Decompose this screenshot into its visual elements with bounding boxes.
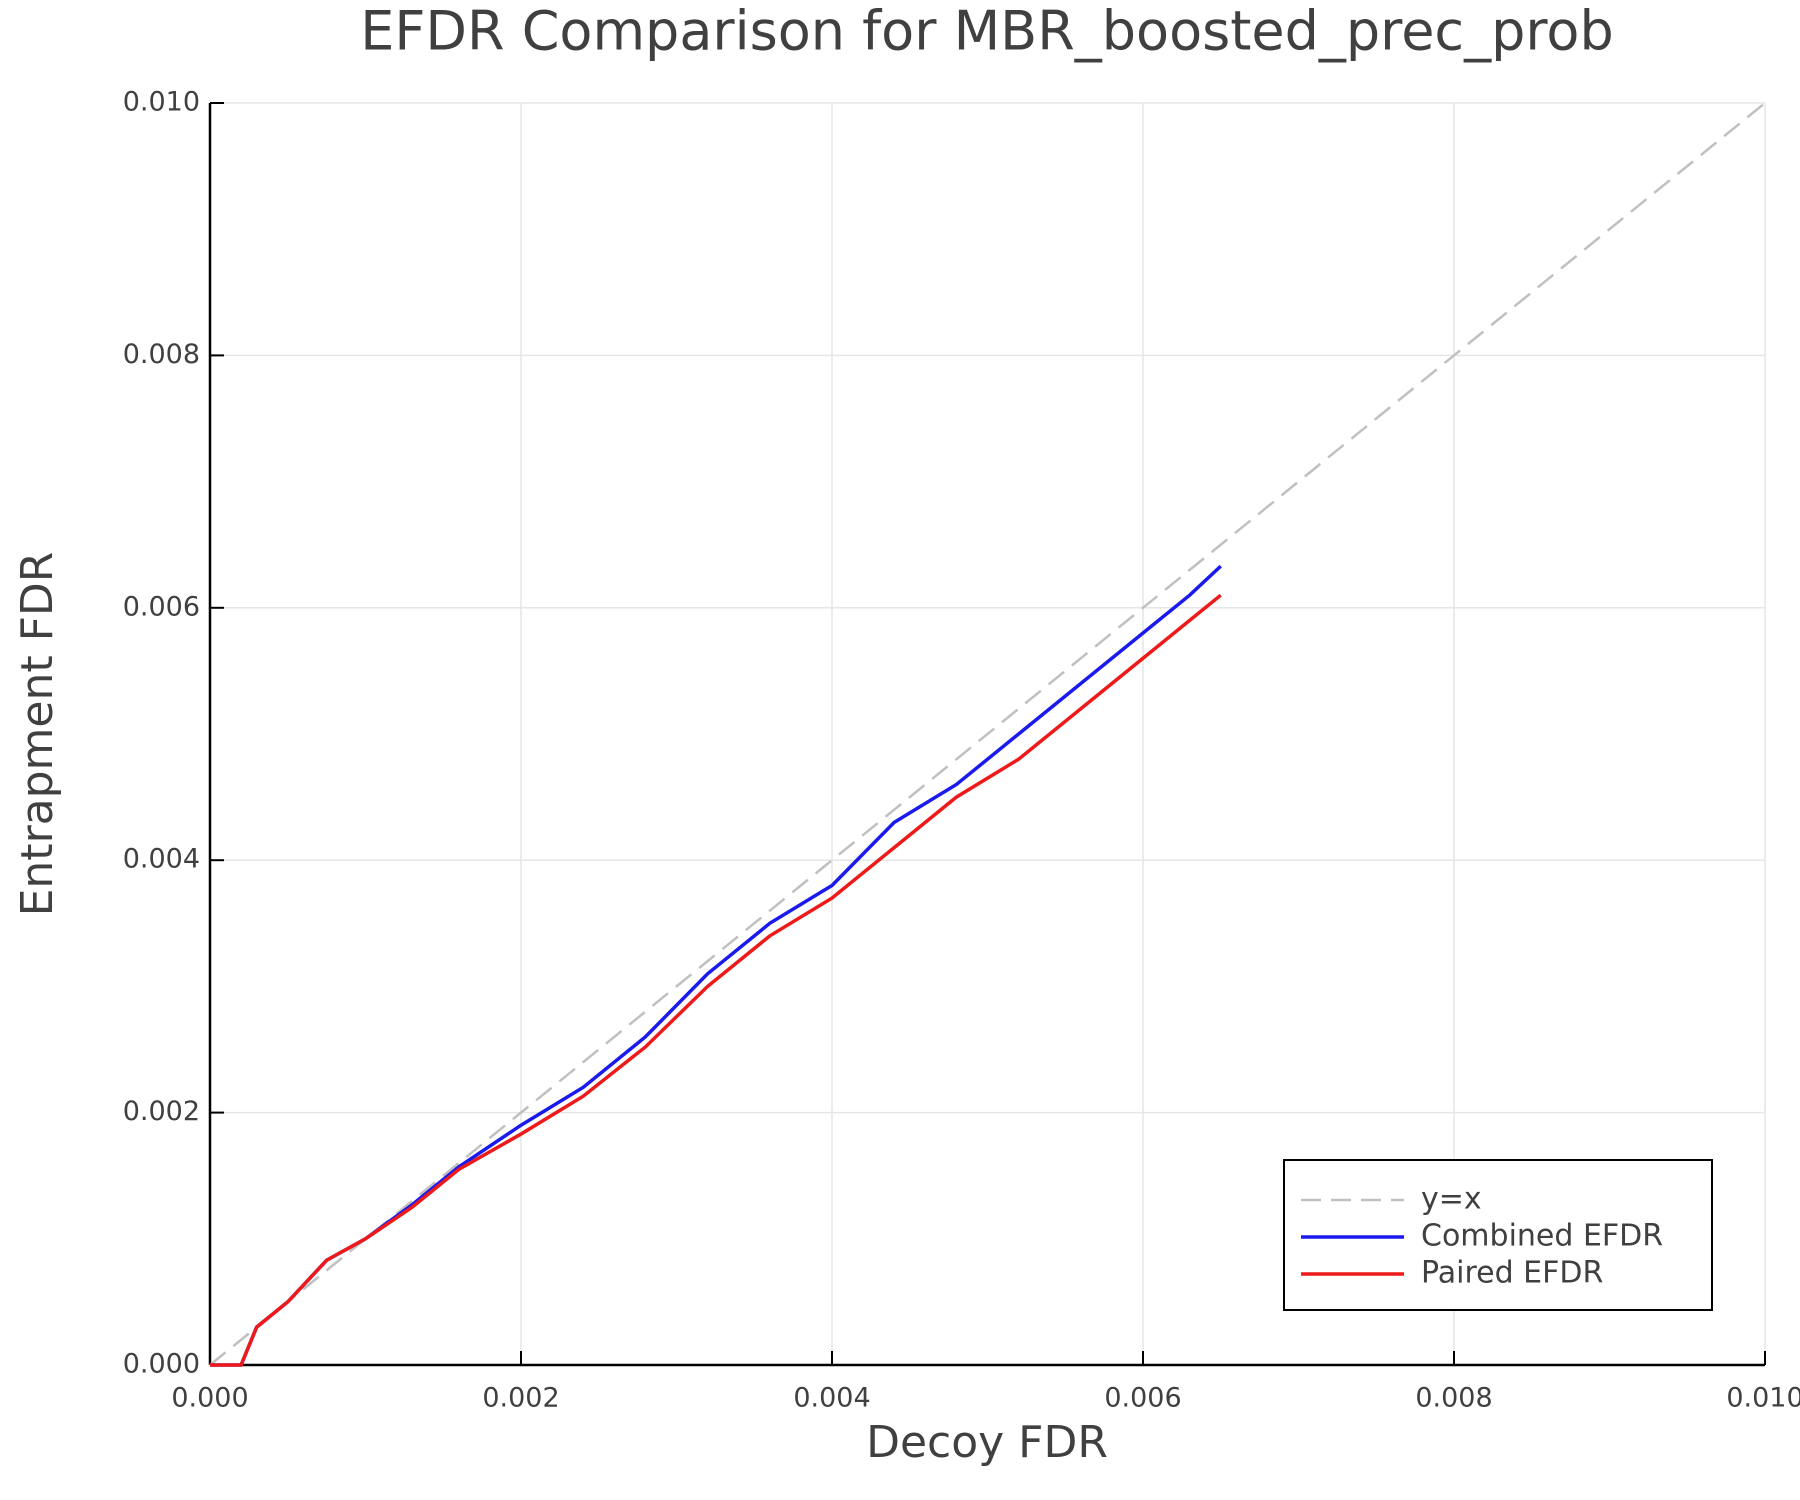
x-tick-label: 0.008 <box>1415 1383 1492 1414</box>
legend-label: Combined EFDR <box>1421 1219 1663 1254</box>
y-axis-label: Entrapment FDR <box>12 552 63 917</box>
series-line <box>210 593 1222 1367</box>
x-tick-label: 0.002 <box>482 1383 559 1414</box>
series-line <box>209 102 1766 1366</box>
y-tick-label: 0.006 <box>123 591 200 622</box>
legend-label: Paired EFDR <box>1421 1256 1603 1291</box>
x-tick-label: 0.000 <box>171 1383 248 1414</box>
y-tick-label: 0.004 <box>123 844 200 875</box>
legend-label: y=x <box>1421 1182 1482 1217</box>
y-tick-label: 0.000 <box>123 1349 200 1380</box>
series-line <box>210 564 1222 1367</box>
legend-box <box>1283 1159 1713 1311</box>
y-tick-label: 0.002 <box>123 1096 200 1127</box>
x-axis-label: Decoy FDR <box>866 1417 1108 1468</box>
y-tick-label: 0.010 <box>123 87 200 118</box>
y-tick-label: 0.008 <box>123 339 200 370</box>
chart-title: EFDR Comparison for MBR_boosted_prec_pro… <box>360 0 1613 63</box>
x-tick-label: 0.006 <box>1104 1383 1181 1414</box>
x-tick-label: 0.004 <box>793 1383 870 1414</box>
x-tick-label: 0.010 <box>1726 1383 1800 1414</box>
